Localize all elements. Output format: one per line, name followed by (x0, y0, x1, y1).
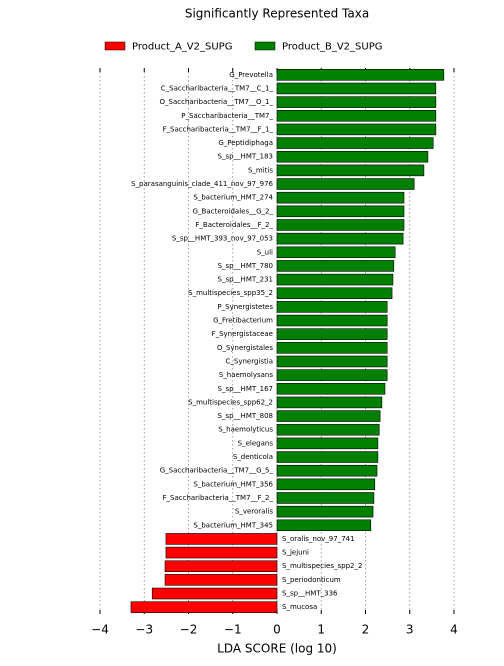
category-label: S_bacterium_HMT_345 (193, 521, 273, 529)
category-label: S_periodonticum (282, 576, 341, 584)
category-label: C_Saccharibacteria__TM7__C_1_ (161, 84, 274, 92)
bar (276, 232, 404, 245)
category-label: S_bacterium_HMT_274 (193, 194, 273, 202)
bar (276, 505, 374, 518)
category-label: S_multispecies_spp35_2 (188, 289, 273, 297)
x-tick-label: −2 (180, 623, 198, 637)
bar (276, 355, 388, 368)
category-label: S_sp__HMT_393_nov_97_053 (172, 235, 273, 243)
bar (276, 451, 379, 463)
bar (151, 587, 278, 600)
bar (276, 301, 388, 313)
bar (165, 533, 278, 545)
category-label: S_sp__HMT_183 (218, 153, 273, 161)
bar (130, 601, 278, 613)
bar (164, 560, 278, 572)
legend-label: Product_A_V2_SUPG (132, 42, 232, 53)
x-tick-label: −4 (91, 623, 109, 637)
legend-swatch (254, 41, 276, 51)
bar (276, 137, 434, 149)
x-tick-label: 1 (317, 623, 325, 637)
category-label: S_jejuni (282, 549, 309, 557)
bar (276, 69, 445, 81)
category-label: S_denticola (233, 453, 273, 461)
bar (276, 287, 393, 299)
bar (276, 110, 437, 122)
category-label: S_multispecies_spp2_2 (282, 562, 362, 570)
category-label: O_Saccharibacteria__TM7__O_1_ (160, 98, 274, 106)
bar (276, 464, 378, 477)
bar (276, 519, 372, 532)
bar (276, 82, 437, 95)
x-axis-label: LDA SCORE (log 10) (217, 642, 337, 656)
x-tick-label: 4 (450, 623, 458, 637)
bar (276, 492, 375, 504)
category-label: S_oralis_nov_97_741 (282, 535, 355, 543)
category-label: S_sp__HMT_167 (218, 385, 273, 393)
category-label: S_multispecies_spp62_2 (188, 398, 273, 406)
category-label: G_Saccharibacteria__TM7__G_5_ (160, 467, 274, 475)
category-label: S_sp__HMT_231 (218, 276, 273, 284)
category-label: S_bacterium_HMT_356 (193, 480, 273, 488)
category-label: S_uli (257, 248, 273, 256)
bar (276, 478, 376, 491)
category-label: G_Fretibacterium (213, 317, 273, 325)
bar (276, 273, 394, 286)
bar (276, 437, 379, 450)
category-label: S_veroralis (235, 508, 273, 516)
category-label: S_sp__HMT_780 (218, 262, 273, 270)
bar (276, 369, 388, 381)
category-label: F_Saccharibacteria__TM7__F_1_ (163, 125, 274, 133)
category-label: S_elegans (238, 439, 274, 447)
legend-swatch (104, 41, 126, 51)
category-label: P_Synergistetes (217, 303, 273, 311)
bar (276, 191, 405, 204)
bar (276, 328, 388, 340)
category-label: F_Bacteroidales__F_2_ (195, 221, 273, 229)
bar (276, 123, 437, 136)
bar (276, 410, 381, 422)
bar (276, 396, 383, 409)
bar (276, 423, 380, 436)
bar (276, 246, 396, 259)
category-label: S_sp__HMT_808 (218, 412, 273, 420)
category-label: S_haemolysans (219, 371, 274, 379)
category-label: S_mitis (248, 166, 273, 174)
bar (165, 546, 278, 559)
category-label: G_Peptidiphaga (218, 139, 273, 147)
category-label: F_Synergistaceae (212, 330, 273, 338)
category-label: O_Synergistales (217, 344, 273, 352)
category-label: G_Prevotella (229, 71, 273, 79)
category-label: S_parasanguinis_clade_411_nov_97_976 (131, 180, 273, 188)
x-tick-label: 3 (406, 623, 414, 637)
category-label: F_Saccharibacteria__TM7__F_2_ (163, 494, 274, 502)
x-tick-label: −1 (224, 623, 242, 637)
x-tick-label: −3 (135, 623, 153, 637)
category-label: S_sp__HMT_336 (282, 590, 338, 598)
chart-title: Significantly Represented Taxa (185, 7, 369, 21)
category-label: S_mucosa (282, 603, 317, 611)
x-tick-label: 0 (273, 623, 281, 637)
bar (276, 314, 388, 327)
category-label: S_haemolyticus (218, 426, 273, 434)
bar (276, 383, 386, 395)
bar (276, 205, 405, 218)
bar (276, 342, 388, 354)
x-tick-label: 2 (362, 623, 370, 637)
bar (276, 219, 405, 231)
category-label: C_Synergistia (226, 357, 274, 365)
category-label: P_Saccharibacteria__TM7_ (181, 112, 273, 120)
bar (276, 164, 425, 177)
bar (276, 96, 437, 108)
bar (164, 574, 278, 586)
bar (276, 178, 415, 190)
legend-label: Product_B_V2_SUPG (282, 42, 382, 53)
category-label: G_Bacteroidales__G_2_ (193, 207, 274, 215)
bar (276, 260, 395, 272)
bar (276, 150, 429, 163)
